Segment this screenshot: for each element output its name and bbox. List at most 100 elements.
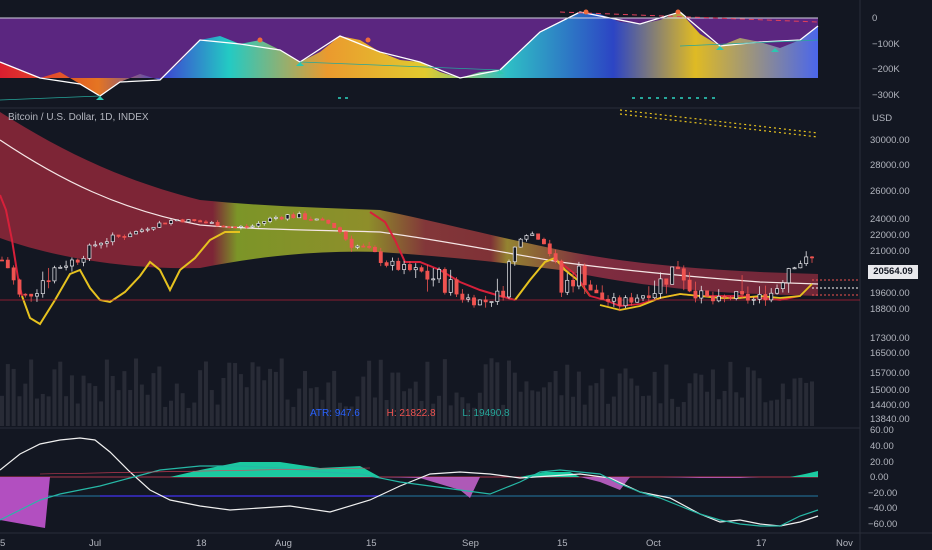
- volume-bar: [629, 378, 634, 426]
- svg-text:Sep: Sep: [462, 538, 479, 549]
- volume-bar: [681, 402, 686, 426]
- volume-bar: [425, 361, 430, 426]
- candle-body: [349, 238, 354, 248]
- volume-bar: [402, 391, 407, 426]
- svg-text:26000.00: 26000.00: [870, 186, 910, 197]
- volume-bar: [658, 403, 663, 426]
- volume-bar: [355, 396, 360, 426]
- volume-bar: [5, 364, 10, 426]
- volume-bar: [11, 368, 16, 426]
- volume-bar: [553, 371, 558, 426]
- svg-text:16500.00: 16500.00: [870, 348, 910, 359]
- volume-bar: [17, 396, 22, 426]
- candle-body: [314, 218, 319, 221]
- volume-bar: [466, 403, 471, 426]
- volume-bar: [110, 375, 115, 426]
- candle-body: [11, 267, 16, 281]
- candle-body: [477, 299, 482, 306]
- candle-body: [250, 225, 255, 228]
- volume-bar: [128, 390, 133, 426]
- candle-body: [402, 264, 407, 270]
- candle-body: [472, 297, 476, 306]
- candle-body: [5, 259, 10, 269]
- volume-bar: [192, 402, 197, 426]
- volume-bar: [611, 396, 616, 426]
- candle-body: [93, 244, 98, 247]
- volume-bar: [722, 390, 727, 426]
- candle-body: [308, 219, 313, 221]
- candle-body: [623, 297, 628, 307]
- volume-bar: [757, 378, 762, 426]
- volume-bar: [314, 387, 319, 426]
- candle-body: [256, 223, 261, 227]
- candle-body: [565, 279, 570, 293]
- stats-row: ATR: 947.6 H: 21822.8 L: 19490.8: [310, 408, 534, 419]
- candle-body: [87, 244, 92, 259]
- volume-bar: [326, 382, 331, 426]
- candle-body: [163, 222, 168, 225]
- volume-bar: [227, 362, 232, 426]
- svg-text:USD: USD: [872, 113, 892, 124]
- candle-body: [635, 297, 640, 303]
- candle-body: [722, 295, 727, 298]
- candle-body: [780, 282, 785, 289]
- candle-body: [372, 246, 377, 253]
- volume-bar: [728, 361, 733, 426]
- candle-body: [606, 298, 610, 302]
- candle-body: [792, 267, 797, 270]
- candle-body: [58, 266, 63, 269]
- volume-bar: [52, 369, 57, 426]
- volume-bar: [174, 383, 179, 426]
- candle-body: [571, 279, 576, 287]
- candle-body: [629, 297, 634, 303]
- low-value: L: 19490.8: [462, 408, 510, 419]
- svg-text:−300K: −300K: [872, 90, 900, 101]
- svg-text:18800.00: 18800.00: [870, 304, 910, 315]
- volume-bar: [448, 405, 453, 426]
- svg-text:−20.00: −20.00: [868, 488, 897, 499]
- volume-bar: [256, 366, 261, 426]
- volume-bar: [262, 380, 267, 426]
- volume-bar: [419, 400, 424, 426]
- volume-bar: [547, 382, 552, 426]
- volume-bar: [23, 383, 28, 426]
- volume-bar: [489, 358, 494, 426]
- candle-body: [652, 293, 657, 299]
- volume-bar: [198, 370, 203, 426]
- volume-bar: [518, 391, 523, 426]
- svg-text:15000.00: 15000.00: [870, 385, 910, 396]
- candle-body: [244, 225, 249, 228]
- svg-text:0: 0: [872, 13, 877, 24]
- candle-body: [810, 256, 814, 259]
- volume-bar: [810, 381, 814, 426]
- candle-body: [174, 219, 179, 222]
- volume-bar: [472, 407, 477, 426]
- volume-bar: [664, 364, 669, 426]
- volume-bar: [285, 399, 290, 426]
- volume-bar: [390, 372, 395, 426]
- candle-body: [646, 295, 651, 299]
- volume-bar: [606, 403, 611, 426]
- candle-body: [670, 266, 675, 285]
- candle-body: [390, 260, 395, 266]
- volume-bar: [244, 387, 249, 426]
- candle-body: [699, 290, 704, 299]
- candle-body: [769, 292, 774, 301]
- candle-body: [23, 293, 28, 296]
- histogram-neg: [0, 477, 50, 528]
- candle-body: [751, 298, 756, 301]
- candle-body: [291, 214, 296, 219]
- volume-bar: [273, 371, 278, 426]
- volume-bar: [506, 360, 511, 426]
- volume-bar: [693, 373, 698, 426]
- candle-body: [122, 236, 127, 238]
- candle-body: [64, 265, 69, 268]
- candle-body: [75, 259, 80, 263]
- volume-bar: [594, 383, 599, 426]
- volume-bar: [588, 385, 593, 426]
- volume-bar: [303, 371, 308, 426]
- svg-text:20.00: 20.00: [870, 457, 894, 468]
- volume-bar: [40, 393, 45, 426]
- candle-body: [582, 265, 587, 286]
